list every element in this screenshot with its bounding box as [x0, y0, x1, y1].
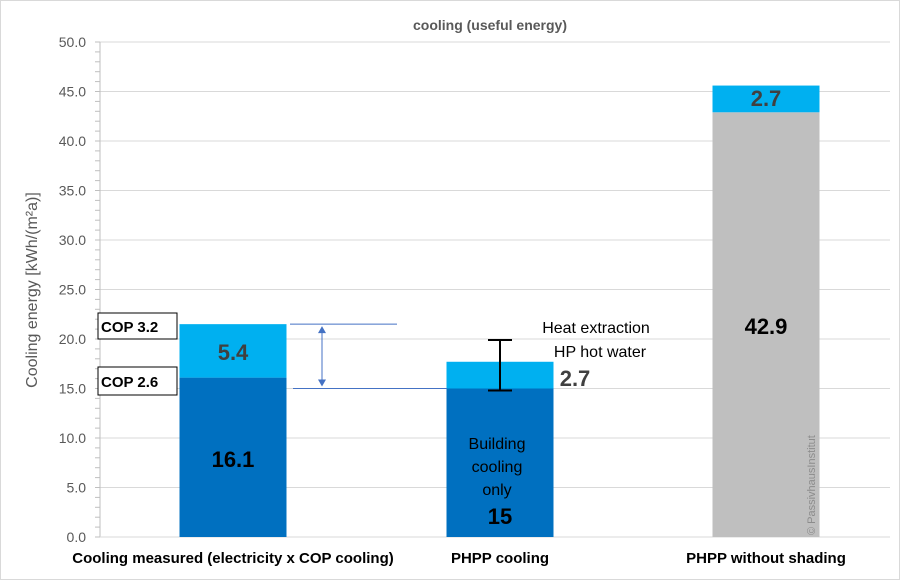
arrow-head-icon: [318, 326, 326, 334]
y-tick-label: 25.0: [59, 282, 86, 298]
annotation-heat-extraction: Heat extraction: [542, 320, 650, 337]
data-label: 16.1: [212, 447, 255, 472]
bar-segment: [712, 85, 820, 113]
chart-title: cooling (useful energy): [413, 17, 567, 33]
data-label: 2.7: [560, 366, 591, 391]
y-tick-label: 50.0: [59, 34, 86, 50]
annotation-building-cooling: Building: [469, 436, 526, 453]
annotation-building-cooling: only: [482, 482, 511, 499]
x-category-label: PHPP without shading: [686, 550, 846, 567]
bar-segment: [712, 112, 820, 537]
y-tick-label: 45.0: [59, 84, 86, 100]
watermark: © PassivhausInstitut: [806, 435, 818, 535]
arrow-head-icon: [318, 379, 326, 387]
cop-high-label: COP 3.2: [101, 319, 158, 336]
y-tick-label: 10.0: [59, 430, 86, 446]
data-label: 15: [488, 504, 512, 529]
y-tick-label: 40.0: [59, 133, 86, 149]
cop-box: [97, 366, 178, 396]
annotation-hp-hot-water: HP hot water: [554, 344, 647, 361]
cop-box: [97, 312, 178, 340]
x-category-label: PHPP cooling: [451, 550, 549, 567]
x-category-label: Cooling measured (electricity x COP cool…: [72, 550, 393, 567]
data-label: 2.7: [751, 86, 782, 111]
bar-segment: [179, 324, 287, 378]
y-tick-label: 35.0: [59, 183, 86, 199]
cop-low-label: COP 2.6: [101, 374, 158, 391]
data-label: 5.4: [218, 340, 249, 365]
bar-segment: [446, 388, 554, 537]
y-tick-label: 0.0: [67, 529, 87, 545]
data-label: 42.9: [745, 314, 788, 339]
y-tick-label: 5.0: [67, 480, 87, 496]
y-axis-title: Cooling energy [kWh/(m²a)]: [24, 192, 41, 388]
y-tick-label: 30.0: [59, 232, 86, 248]
annotation-building-cooling: cooling: [472, 459, 523, 476]
y-tick-label: 20.0: [59, 331, 86, 347]
bar-segment: [179, 377, 287, 537]
y-tick-label: 15.0: [59, 381, 86, 397]
